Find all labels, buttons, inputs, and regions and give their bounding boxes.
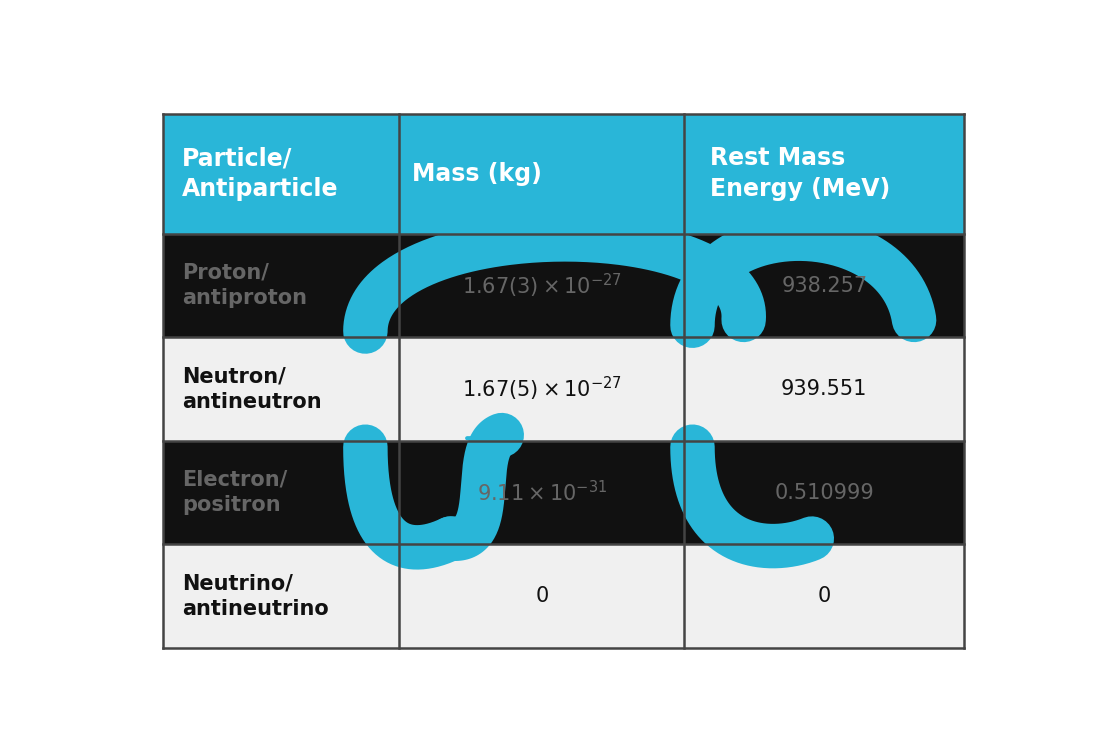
- Bar: [163, 441, 965, 544]
- Text: $0$: $0$: [535, 586, 549, 606]
- Text: Neutron/
antineutron: Neutron/ antineutron: [182, 366, 321, 412]
- Text: Rest Mass
Energy (MeV): Rest Mass Energy (MeV): [710, 146, 890, 201]
- Bar: [163, 114, 965, 234]
- Text: 0: 0: [817, 586, 830, 606]
- Bar: [163, 337, 965, 441]
- Bar: [163, 234, 965, 337]
- Text: Mass (kg): Mass (kg): [412, 162, 542, 185]
- Text: 938.257: 938.257: [781, 276, 867, 296]
- Text: Proton/
antiproton: Proton/ antiproton: [182, 263, 307, 308]
- Text: Particle/
Antiparticle: Particle/ Antiparticle: [182, 146, 339, 201]
- Text: 939.551: 939.551: [781, 379, 868, 399]
- Text: Electron/
positron: Electron/ positron: [182, 470, 287, 516]
- Text: Neutrino/
antineutrino: Neutrino/ antineutrino: [182, 573, 329, 619]
- Text: 0.510999: 0.510999: [774, 483, 875, 503]
- Text: $1.67(3) \times 10^{-27}$: $1.67(3) \times 10^{-27}$: [462, 271, 622, 300]
- Text: $9.11 \times 10^{-31}$: $9.11 \times 10^{-31}$: [476, 480, 607, 505]
- Bar: [163, 544, 965, 648]
- Text: $1.67(5) \times 10^{-27}$: $1.67(5) \times 10^{-27}$: [462, 375, 622, 403]
